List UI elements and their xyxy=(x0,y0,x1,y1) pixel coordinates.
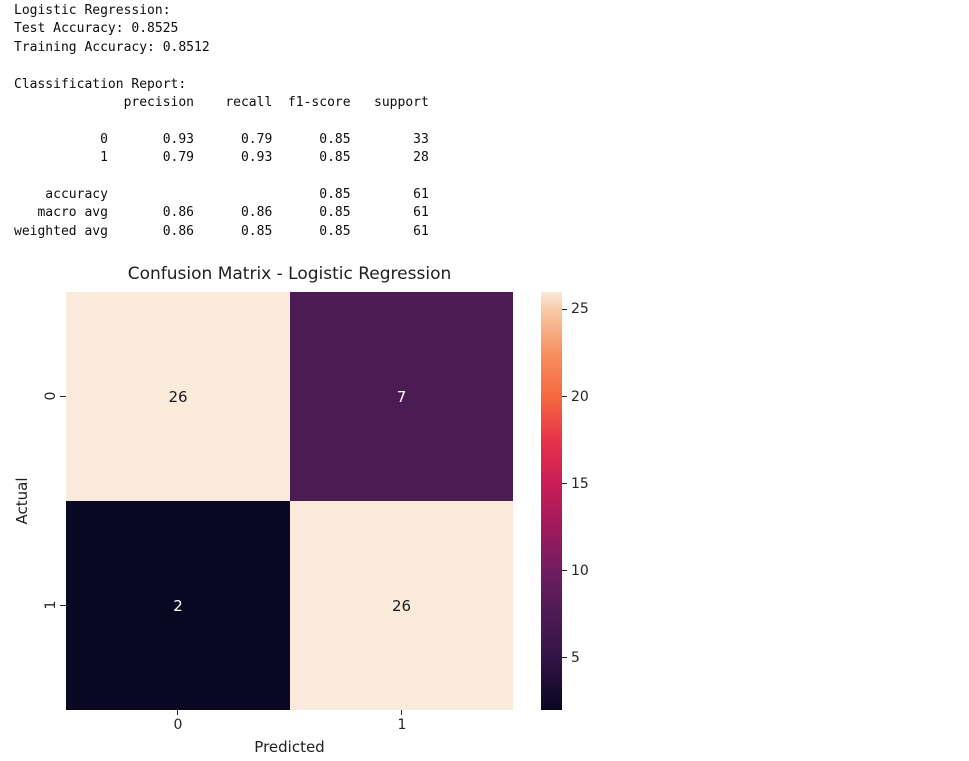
x-tick-label-1: 1 xyxy=(397,717,407,733)
x-tick-label-0: 0 xyxy=(173,717,183,733)
colorbar-tick-mark xyxy=(562,569,567,572)
y-tick-mark-1 xyxy=(60,605,66,607)
colorbar-tick-mark xyxy=(562,482,567,485)
heatmap-cell-actual0-pred0: 26 xyxy=(66,292,290,501)
y-tick-label-1: 1 xyxy=(43,600,59,610)
colorbar-tick-label: 20 xyxy=(571,388,589,405)
y-tick-label-0: 0 xyxy=(43,391,59,401)
heatmap-cell-actual1-pred1: 26 xyxy=(290,501,513,710)
heatmap-cell-actual0-pred1: 7 xyxy=(290,292,513,501)
colorbar-tick-label: 15 xyxy=(571,475,589,492)
y-tick-mark-0 xyxy=(60,396,66,398)
chart-title: Confusion Matrix - Logistic Regression xyxy=(127,264,452,284)
x-tick-mark-1 xyxy=(401,710,403,715)
colorbar-tick-label: 25 xyxy=(571,301,589,318)
colorbar-tick-mark xyxy=(562,395,567,398)
y-axis-label: Actual xyxy=(13,477,31,525)
colorbar-tick-label: 5 xyxy=(571,649,580,666)
colorbar xyxy=(541,292,562,710)
colorbar-tick-mark xyxy=(562,308,567,311)
colorbar-tick-label: 10 xyxy=(571,562,589,579)
heatmap-cell-actual1-pred0: 2 xyxy=(66,501,290,710)
classification-report-text: Logistic Regression: Test Accuracy: 0.85… xyxy=(14,3,429,239)
x-tick-mark-0 xyxy=(177,710,179,715)
colorbar-tick-mark xyxy=(562,657,567,659)
x-axis-label: Predicted xyxy=(254,738,325,756)
confusion-matrix-heatmap: 26 7 2 26 xyxy=(66,292,513,710)
